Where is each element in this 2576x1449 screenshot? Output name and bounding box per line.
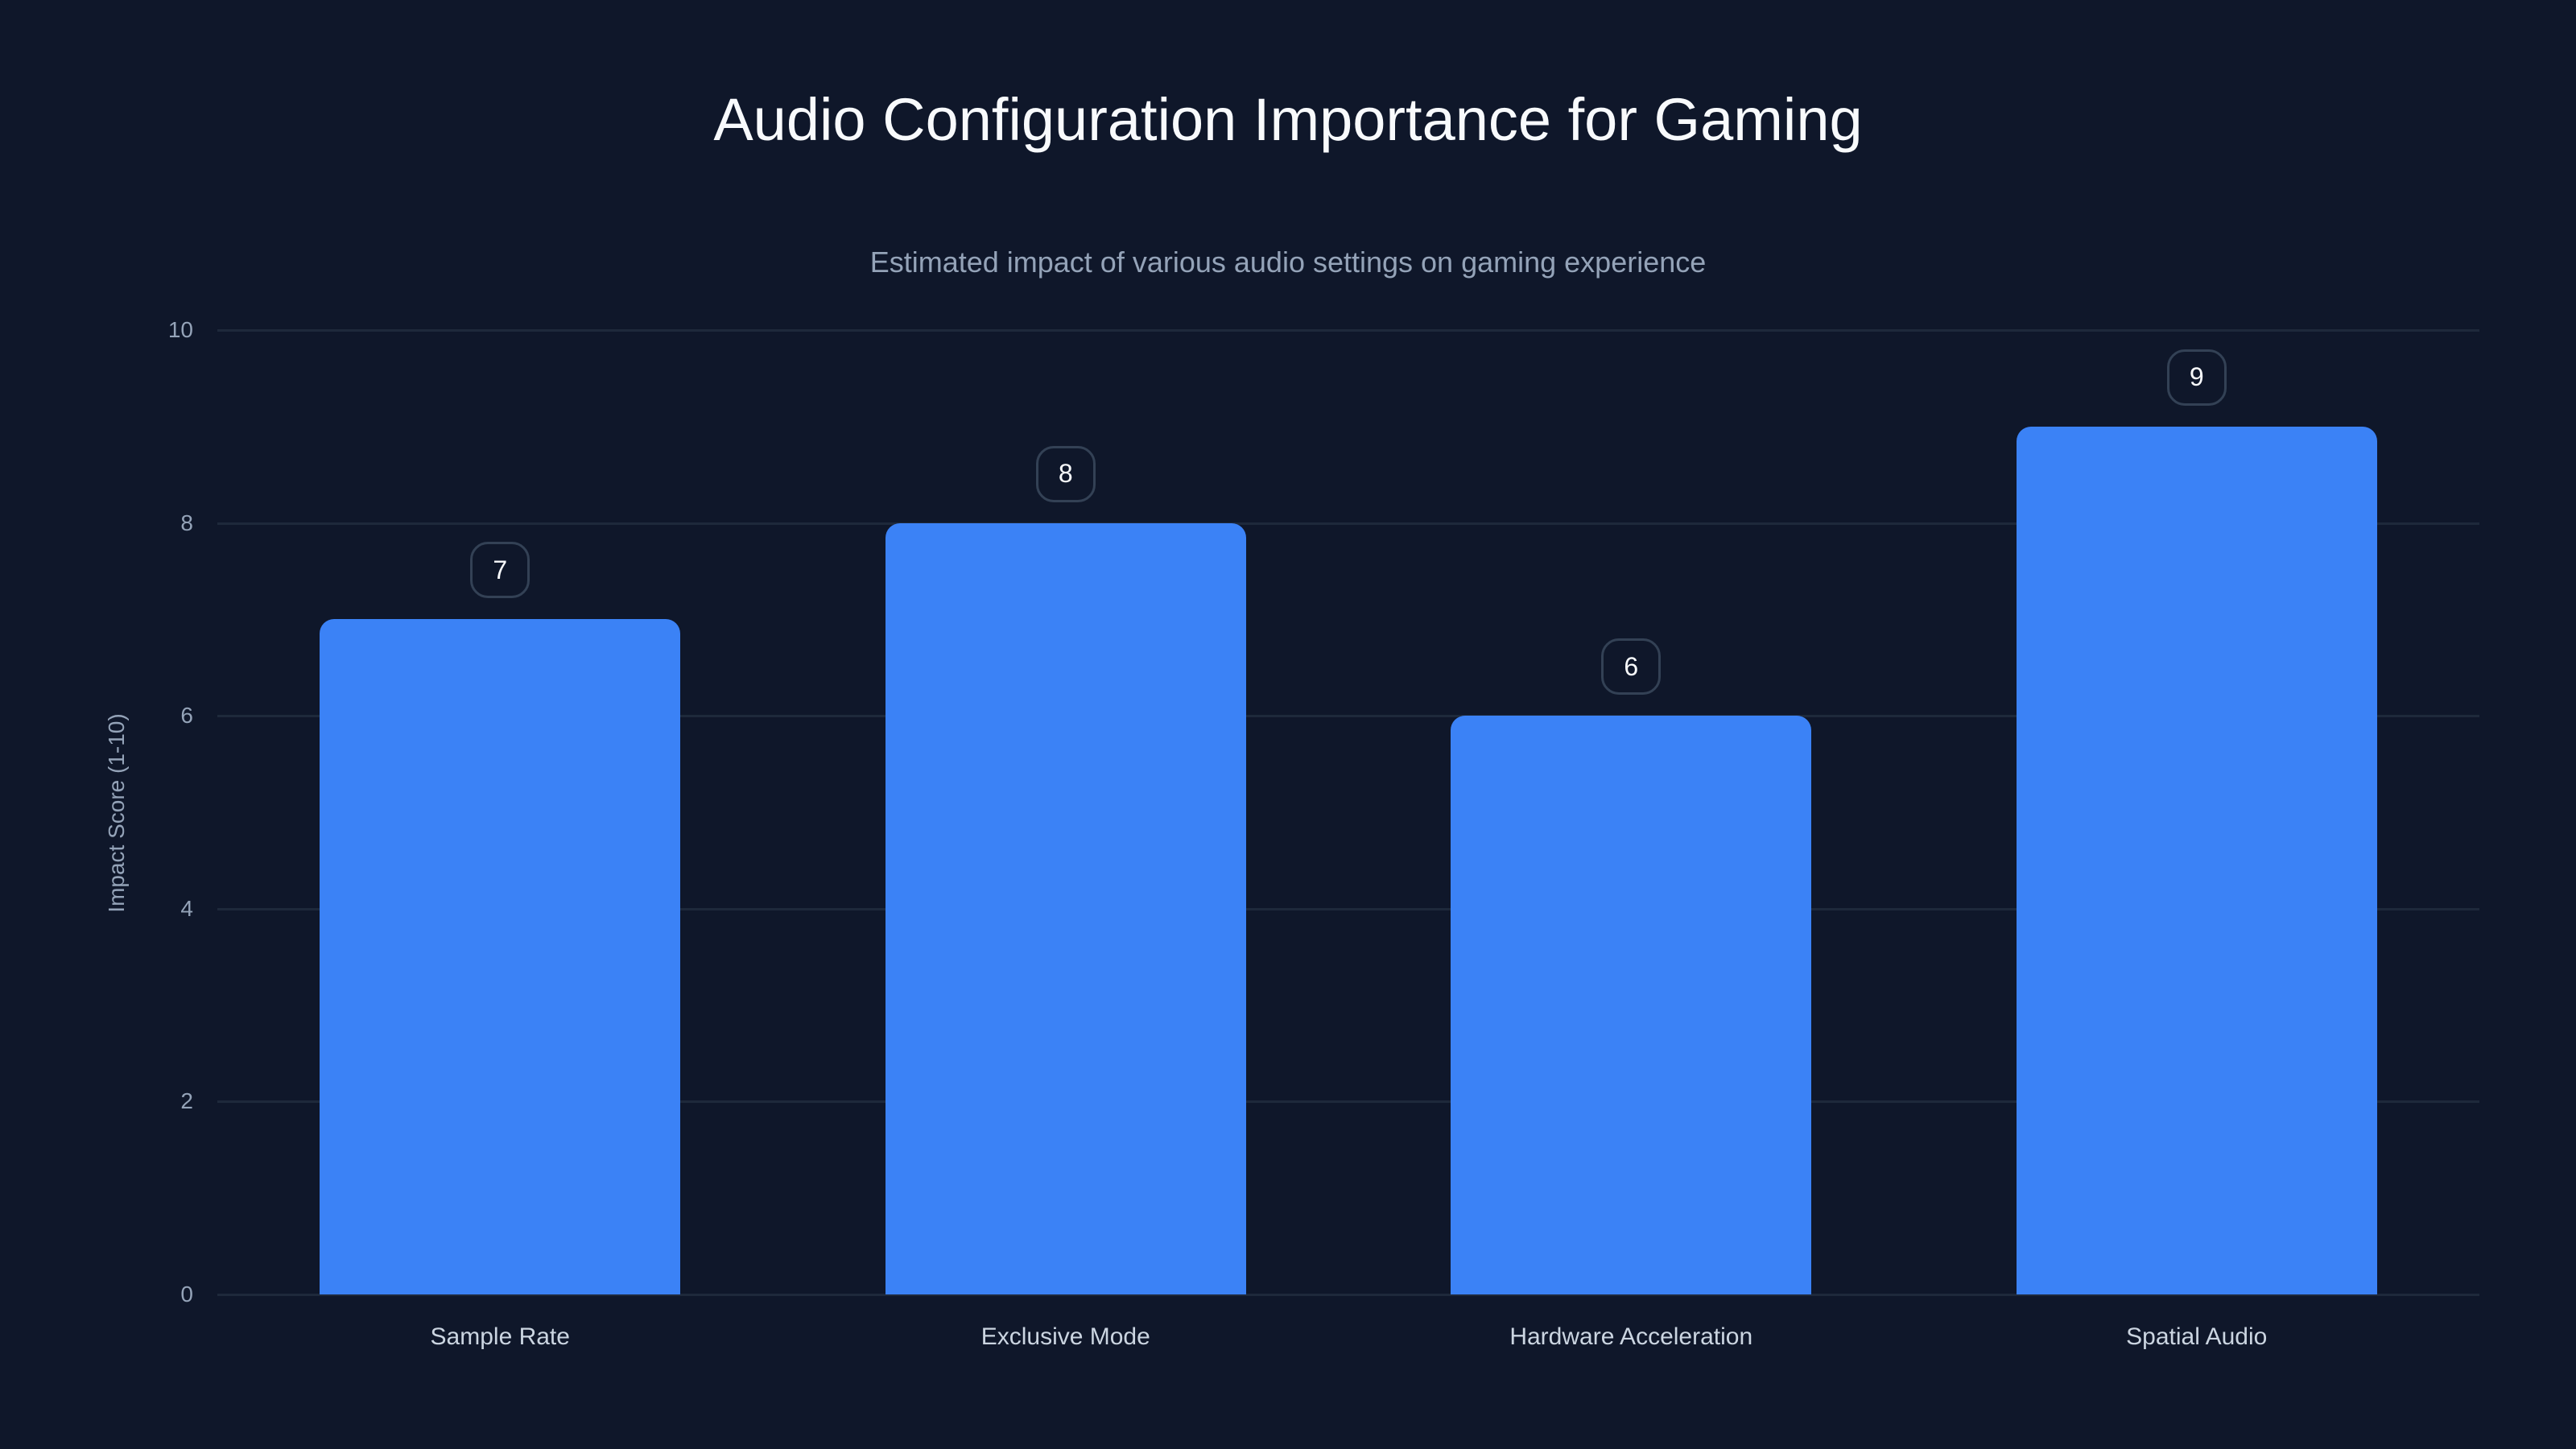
bar-spatial-audio[interactable] [2016,426,2377,1294]
y-tick-label: 0 [180,1282,193,1307]
y-tick-label: 10 [167,317,193,342]
y-tick-label: 2 [180,1088,193,1114]
y-axis-label: Impact Score (1-10) [104,713,129,913]
y-tick-label: 6 [180,703,193,729]
bar-sample-rate[interactable] [320,619,681,1294]
x-tick-label: Exclusive Mode [980,1323,1150,1350]
gridline [217,522,2479,525]
gridline [217,907,2479,910]
chart-subtitle: Estimated impact of various audio settin… [869,246,1707,279]
value-label: 7 [470,542,530,599]
x-tick-label: Hardware Acceleration [1509,1323,1753,1350]
y-tick-label: 8 [180,510,193,535]
x-tick-label: Spatial Audio [2126,1323,2268,1350]
gridline [217,329,2479,332]
chart-title: Audio Configuration Importance for Gamin… [713,86,1863,153]
value-label: 9 [2166,349,2227,406]
gridline [217,715,2479,718]
x-tick-label: Sample Rate [430,1323,570,1350]
value-label: 6 [1601,638,1662,696]
plot-area [217,329,2479,1296]
value-label: 8 [1035,445,1096,502]
y-tick-label: 4 [180,895,193,921]
bar-hardware-acceleration[interactable] [1451,716,1812,1294]
gridline [217,1294,2479,1296]
bar-exclusive-mode[interactable] [885,522,1246,1294]
gridline [217,1100,2479,1104]
